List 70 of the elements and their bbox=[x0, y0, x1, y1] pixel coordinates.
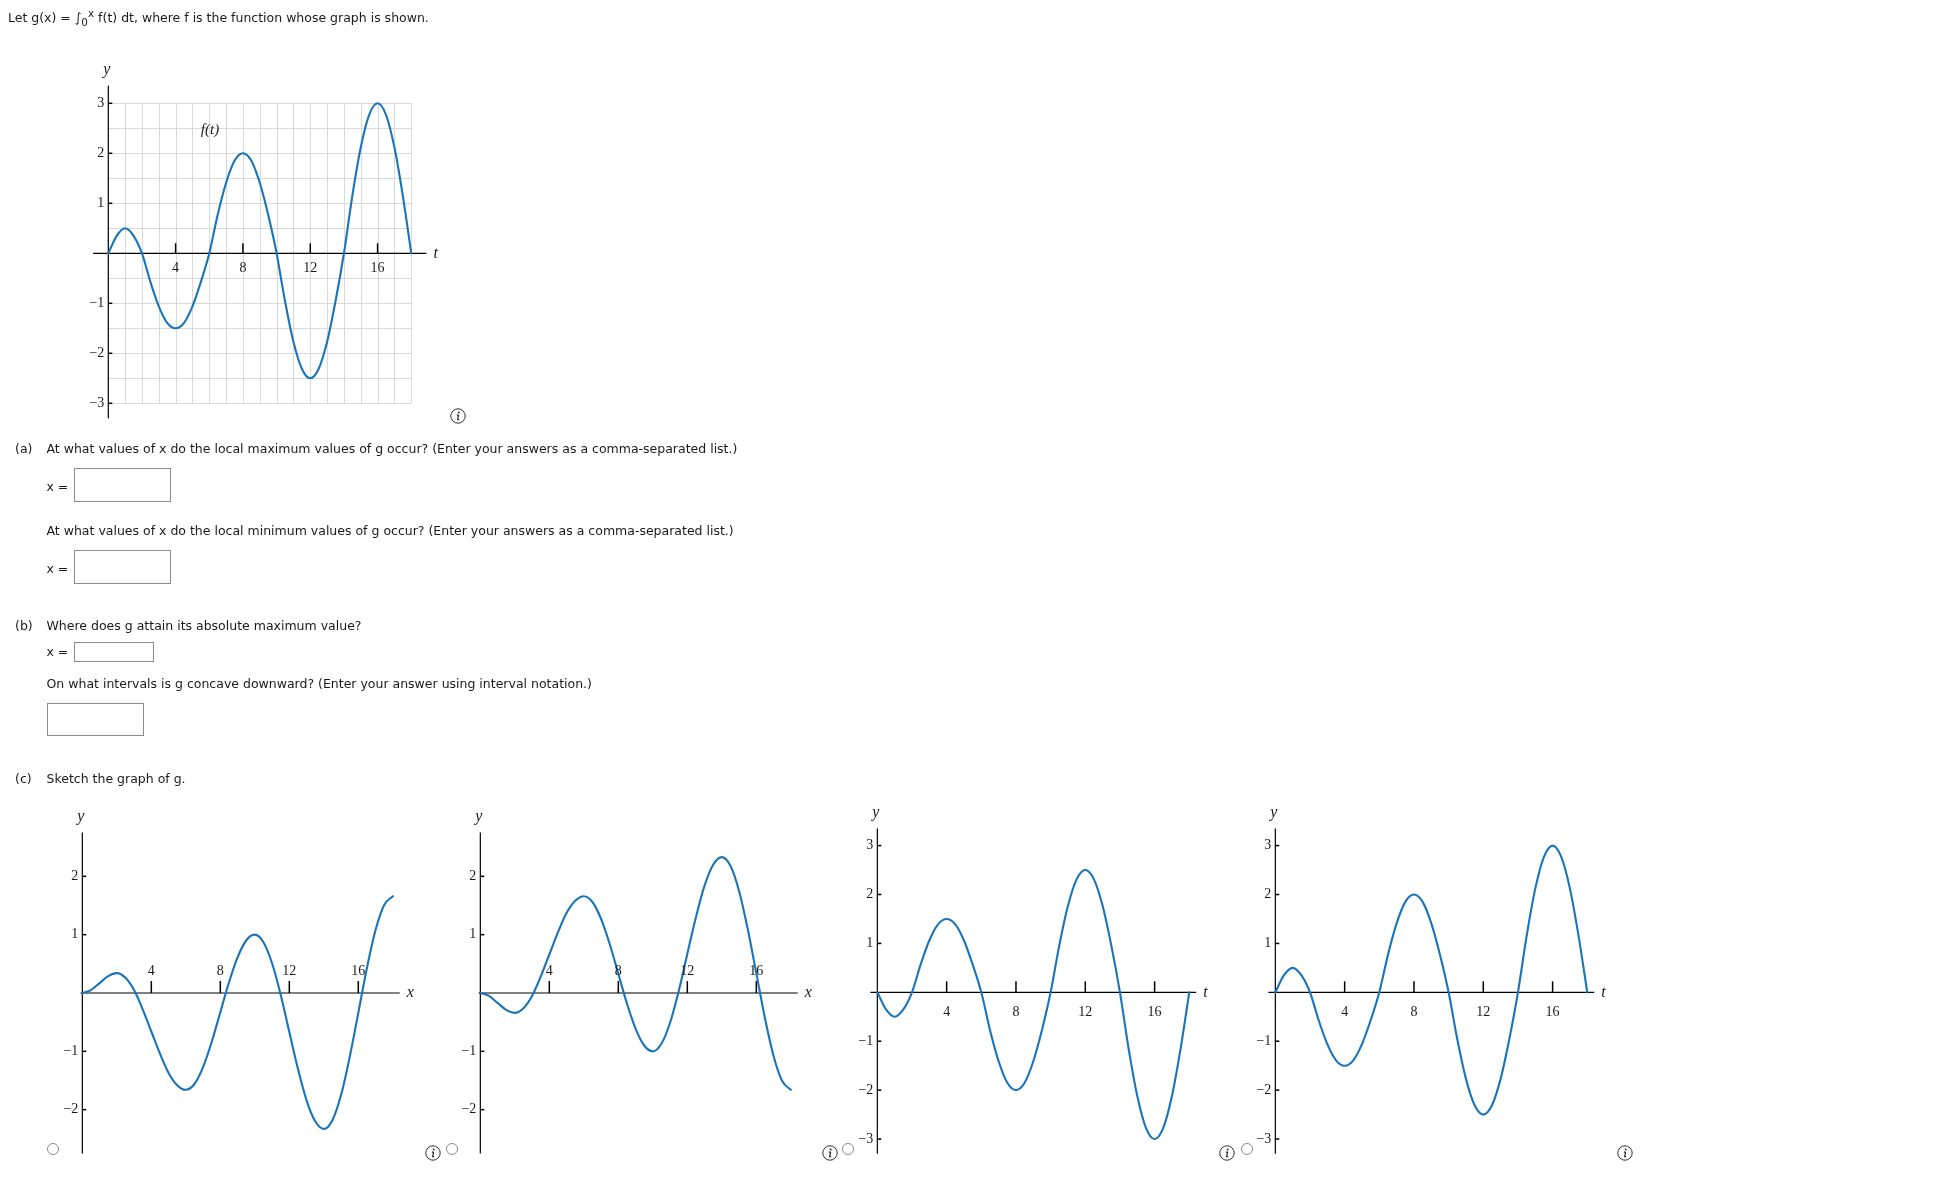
y-tick-label: 1 bbox=[469, 926, 477, 942]
y-tick-label: 1 bbox=[97, 194, 105, 210]
y-axis-title: y bbox=[75, 806, 86, 825]
x-tick-label: 16 bbox=[1545, 1003, 1560, 1019]
y-tick-label: −1 bbox=[63, 1043, 79, 1058]
y-axis-title: y bbox=[1268, 802, 1279, 821]
text: At what values of x do the local minimum values of g occur? (Enter your answers as a comma-separated list.) bbox=[46, 523, 734, 539]
x-axis-title: t bbox=[1203, 982, 1209, 1000]
x-tick-label: 12 bbox=[303, 259, 318, 275]
x-axis-title: x bbox=[803, 983, 812, 1001]
x-tick-label: 4 bbox=[1341, 1003, 1349, 1019]
text: (b) bbox=[15, 618, 33, 634]
text: At what values of x do the local maximum values of g occur? (Enter your answers as a comma-separated list.) bbox=[46, 441, 738, 457]
y-tick-label: 1 bbox=[1264, 935, 1272, 951]
x-tick-label: 4 bbox=[943, 1003, 951, 1019]
chart-title: Let g(x) = ∫$_{0}$$^{x}$ f(t) dt, where f is the function whose graph is shown. bbox=[8, 6, 429, 30]
text: x = bbox=[46, 643, 69, 660]
x-tick-label: 16 bbox=[1147, 1003, 1162, 1019]
annotation: f(t) bbox=[200, 120, 220, 138]
y-tick-label: −3 bbox=[1256, 1130, 1272, 1146]
y-tick-label: 2 bbox=[71, 868, 79, 884]
line-series bbox=[479, 856, 792, 1091]
x-axis-title: x bbox=[405, 983, 414, 1001]
text: x = bbox=[46, 560, 69, 577]
y-tick-label: −2 bbox=[89, 344, 105, 360]
y-tick-label: −3 bbox=[89, 394, 105, 410]
x-tick-label: 4 bbox=[147, 962, 155, 978]
y-tick-label: 2 bbox=[469, 868, 477, 884]
y-tick-label: −2 bbox=[63, 1101, 79, 1117]
y-axis-title: y bbox=[870, 802, 881, 821]
x-tick-label: 12 bbox=[1476, 1003, 1491, 1019]
y-tick-label: 3 bbox=[97, 94, 105, 110]
y-tick-label: 1 bbox=[71, 926, 79, 942]
y-tick-label: 2 bbox=[97, 144, 105, 160]
y-tick-label: −2 bbox=[1256, 1081, 1272, 1097]
x-tick-label: 4 bbox=[545, 962, 553, 978]
text: Sketch the graph of g. bbox=[46, 771, 186, 787]
line-series bbox=[81, 895, 394, 1130]
y-tick-label: −3 bbox=[858, 1130, 874, 1146]
x-axis-title: t bbox=[433, 243, 439, 261]
x-tick-label: 16 bbox=[370, 259, 385, 275]
line-series bbox=[1274, 844, 1589, 1116]
text: (c) bbox=[15, 771, 32, 787]
y-tick-label: 1 bbox=[866, 935, 874, 951]
x-tick-label: 8 bbox=[1012, 1003, 1020, 1019]
y-tick-label: 2 bbox=[1264, 886, 1272, 902]
y-tick-label: 3 bbox=[1264, 837, 1272, 853]
x-tick-label: 8 bbox=[1410, 1003, 1418, 1019]
x-axis-title: t bbox=[1601, 982, 1607, 1000]
y-tick-label: −2 bbox=[461, 1101, 477, 1117]
text: Where does g attain its absolute maximum value? bbox=[46, 618, 362, 634]
y-tick-label: −1 bbox=[1256, 1032, 1272, 1048]
text: On what intervals is g concave downward? (Enter your answer using interval notation.) bbox=[46, 675, 592, 692]
y-axis-title: y bbox=[101, 60, 112, 78]
x-tick-label: 16 bbox=[351, 962, 366, 978]
y-tick-label: 2 bbox=[866, 886, 874, 902]
y-tick-label: −2 bbox=[858, 1081, 874, 1097]
y-tick-label: −1 bbox=[858, 1032, 874, 1048]
x-tick-label: 8 bbox=[216, 962, 224, 978]
text: (a) bbox=[15, 441, 33, 457]
y-tick-label: −1 bbox=[89, 294, 105, 310]
line-series bbox=[876, 869, 1191, 1141]
x-tick-label: 8 bbox=[239, 259, 247, 275]
y-tick-label: 3 bbox=[866, 837, 874, 853]
x-tick-label: 12 bbox=[1078, 1003, 1093, 1019]
text: x = bbox=[46, 478, 69, 495]
y-axis-title: y bbox=[473, 806, 484, 825]
y-tick-label: −1 bbox=[461, 1043, 477, 1058]
x-tick-label: 4 bbox=[172, 259, 180, 275]
x-tick-label: 12 bbox=[282, 962, 297, 978]
